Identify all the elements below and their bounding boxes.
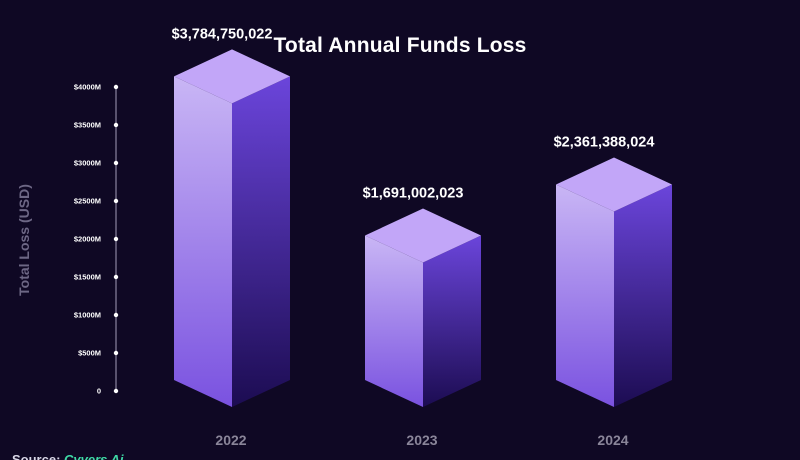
bar-face-left [556, 184, 614, 407]
source-link[interactable]: Cyvers Ai [64, 452, 124, 460]
y-tick-dot [113, 236, 119, 242]
bar-value-label: $3,784,750,022 [172, 26, 273, 42]
bar-2022 [174, 49, 290, 407]
bar-face-left [174, 76, 232, 407]
x-category-label: 2022 [215, 432, 246, 448]
bar-face-top [174, 49, 290, 104]
y-axis: 0 $500M $1000M $1500M $2000M $2500M $3000M $350… [74, 83, 119, 396]
bar-2023 [365, 208, 481, 407]
y-tick-label: $2500M [74, 197, 101, 206]
bar-face-top [556, 157, 672, 212]
bar-face-top [365, 208, 481, 263]
y-tick-dot [113, 350, 119, 356]
source-note: Source: Cyvers Ai [12, 452, 124, 460]
y-tick-label: $2000M [74, 235, 101, 244]
y-tick-label: $1000M [74, 311, 101, 320]
bar-labels: $3,784,750,022 2022 $1,691,002,023 2023 $2,3… [172, 26, 655, 448]
bar-value-label: $1,691,002,023 [363, 185, 464, 201]
y-tick-label: $4000M [74, 83, 101, 92]
y-tick-dot [113, 198, 119, 204]
bar-face-right [614, 184, 672, 407]
x-category-label: 2023 [406, 432, 437, 448]
bar-face-right [232, 76, 290, 407]
y-tick-label: $3000M [74, 159, 101, 168]
y-tick-dot [113, 122, 119, 128]
y-tick-dot [113, 312, 119, 318]
y-tick-dot [113, 84, 119, 90]
y-tick-label: $500M [78, 349, 101, 358]
source-prefix: Source: [12, 452, 65, 460]
y-tick-label: 0 [97, 387, 101, 396]
y-tick-label: $1500M [74, 273, 101, 282]
chart-title: Total Annual Funds Loss [273, 34, 527, 57]
y-tick-dot [113, 274, 119, 280]
bar-face-right [423, 235, 481, 407]
y-tick-dot [113, 160, 119, 166]
bar-face-left [365, 235, 423, 407]
x-category-label: 2024 [597, 432, 628, 448]
bars [174, 49, 672, 407]
bar-value-label: $2,361,388,024 [554, 135, 655, 151]
y-tick-dot [113, 388, 119, 394]
bar-2024 [556, 157, 672, 407]
y-tick-label: $3500M [74, 121, 101, 130]
